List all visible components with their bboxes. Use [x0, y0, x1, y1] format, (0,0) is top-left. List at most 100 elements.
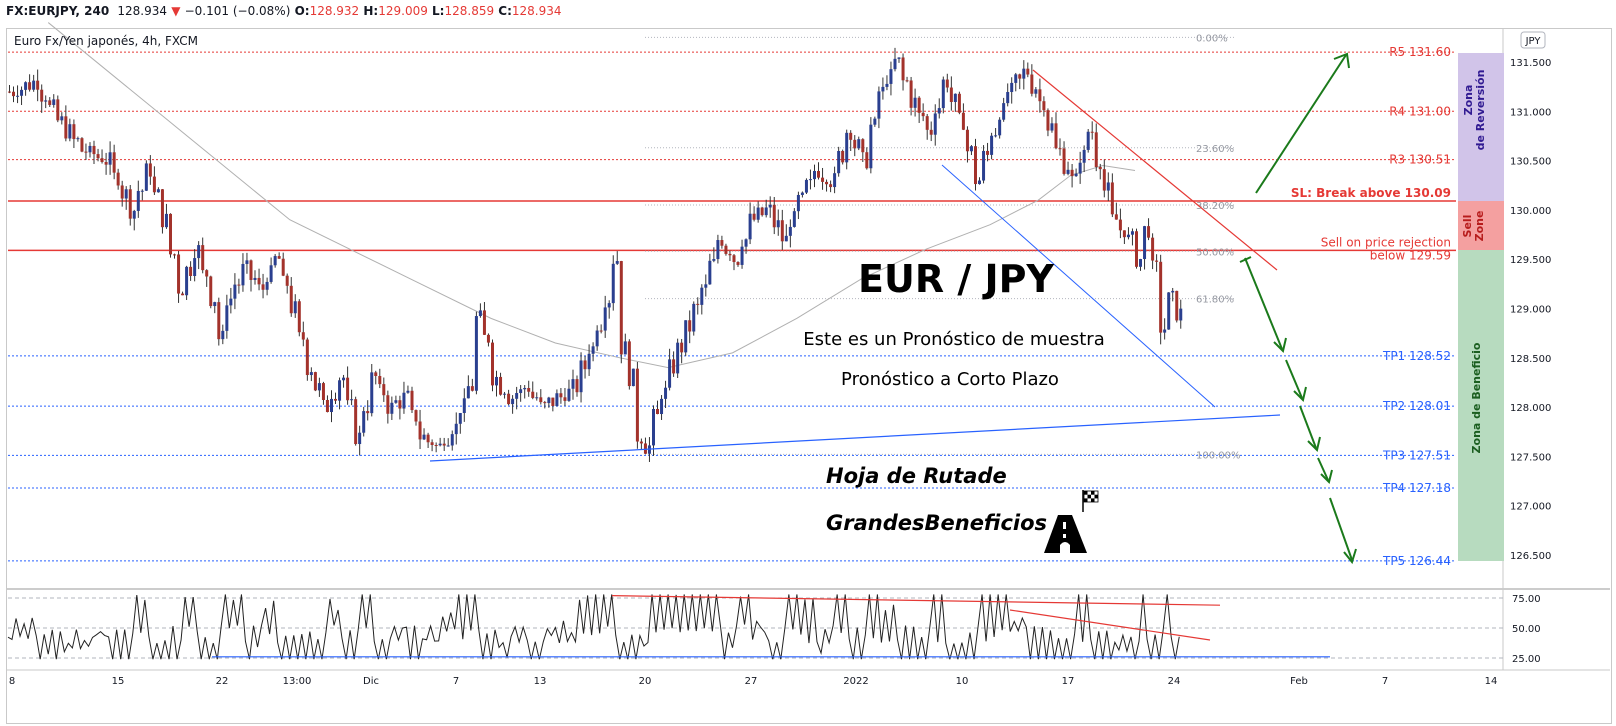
candle-body: [986, 150, 990, 155]
candle-body: [402, 392, 406, 409]
candle-body: [193, 258, 197, 276]
candle-body: [334, 398, 337, 401]
candle-body: [1066, 169, 1070, 174]
candle-body: [201, 245, 205, 271]
candle-body: [571, 379, 575, 389]
main-pane[interactable]: [7, 29, 1503, 589]
candle-body: [313, 372, 317, 391]
candle-body: [921, 112, 925, 117]
candle-body: [470, 386, 474, 391]
candle-body: [978, 180, 981, 185]
candle-body: [305, 339, 309, 376]
low-label: L:: [432, 4, 445, 18]
osc-resistance-line-2: [1009, 609, 1211, 641]
candle-body: [515, 393, 519, 399]
candle-body: [140, 190, 144, 192]
fib-label: 100.00%: [1196, 450, 1241, 461]
candle-body: [913, 97, 917, 108]
candle-body: [1143, 226, 1147, 260]
osc-tick-label: 50.00: [1512, 624, 1541, 635]
candle-body: [1167, 292, 1171, 330]
y-tick-label: 131.500: [1510, 58, 1551, 69]
drop-arrowhead-5: [1343, 548, 1357, 565]
candle-body: [229, 298, 233, 306]
candle-body: [543, 402, 547, 404]
candle-body: [833, 173, 837, 188]
candle-body: [1062, 148, 1066, 174]
fib-label: 50.00%: [1196, 247, 1234, 258]
close-label: C:: [498, 4, 512, 18]
candle-body: [1006, 92, 1010, 104]
candle-body: [1110, 182, 1114, 215]
y-tick-label: 127.000: [1510, 502, 1551, 513]
candle-body: [756, 207, 760, 220]
candle-body: [269, 265, 273, 282]
currency-label: JPY: [1525, 36, 1542, 47]
target-label: TP2 128.01: [1382, 399, 1451, 413]
candle-body: [76, 138, 80, 140]
candle-body: [181, 293, 185, 296]
candle-body: [1126, 234, 1130, 238]
candle-body: [169, 213, 172, 255]
candle-body: [869, 124, 873, 169]
candle-body: [813, 170, 816, 180]
candle-body: [1010, 82, 1014, 93]
candle-body: [1122, 230, 1126, 238]
candle-body: [350, 399, 354, 401]
candle-body: [539, 397, 543, 403]
candle-body: [28, 82, 32, 90]
candle-body: [547, 397, 551, 404]
drop-arrowhead-3: [1307, 436, 1321, 452]
sell-zone: [1458, 201, 1504, 250]
candle-body: [84, 151, 88, 153]
candle-body: [1046, 110, 1050, 131]
candle-body: [1147, 226, 1151, 238]
channel-trendline[interactable]: [941, 164, 1216, 408]
candle-body: [627, 341, 631, 387]
sell-zone-label-1: Sell: [1461, 215, 1474, 238]
candle-body: [672, 359, 676, 374]
candle-body: [418, 421, 422, 440]
candle-body: [925, 116, 929, 130]
candle-body: [821, 177, 825, 182]
currency-badge: [1520, 31, 1546, 49]
price-change: −0.101 (−0.08%): [184, 4, 291, 18]
fib-label: 61.80%: [1196, 295, 1234, 306]
moving-average-line: [47, 22, 1136, 369]
y-tick-label: 128.500: [1510, 354, 1551, 365]
x-tick-label: 14: [1485, 676, 1498, 687]
candle-body: [152, 176, 156, 193]
resistance-trendline[interactable]: [1032, 69, 1278, 271]
finish-flag-icon: [1082, 490, 1099, 512]
candle-body: [1030, 74, 1034, 94]
drop-arrowhead-2: [1293, 386, 1307, 402]
candle-body: [680, 342, 684, 353]
candle-body: [1018, 74, 1022, 79]
candle-body: [104, 161, 108, 165]
y-tick-label: 126.500: [1510, 551, 1551, 562]
x-tick-label: 7: [453, 676, 459, 687]
y-tick-label: 130.000: [1510, 206, 1551, 217]
candle-body: [1022, 68, 1026, 79]
symbol-name[interactable]: FX:EURJPY, 240: [6, 4, 110, 18]
candle-body: [1159, 261, 1163, 333]
chart-legend[interactable]: Euro Fx/Yen japonés, 4h, FXCM: [14, 34, 198, 48]
candle-body: [768, 204, 772, 208]
candle-body: [108, 152, 112, 165]
candle-body: [555, 393, 559, 407]
candle-body: [909, 80, 913, 108]
reversal-zone-label-1: Zona: [1462, 85, 1475, 116]
candle-body: [1171, 290, 1175, 293]
candle-body: [454, 423, 458, 435]
candle-body: [901, 57, 905, 81]
candle-body: [24, 82, 28, 90]
roadmap-text-2: GrandesBeneficios: [826, 511, 1047, 535]
candle-body: [752, 213, 756, 220]
support-trendline[interactable]: [429, 414, 1281, 462]
candle-body: [414, 410, 418, 422]
candle-body: [853, 139, 857, 149]
candles: [8, 47, 1183, 462]
candle-body: [56, 99, 60, 121]
candle-body: [1014, 74, 1018, 83]
